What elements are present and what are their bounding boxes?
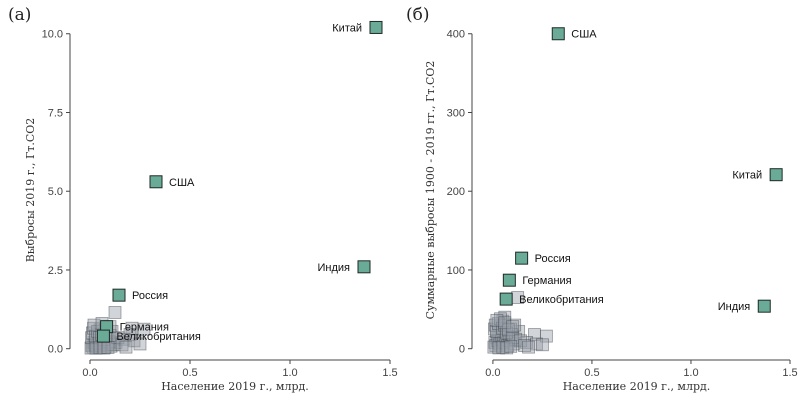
country-label: Индия	[718, 301, 751, 313]
country-label: Индия	[317, 262, 350, 274]
country-label: Россия	[132, 290, 168, 302]
other-country-point	[137, 322, 151, 336]
highlighted-country-point	[769, 168, 783, 182]
x-tick-label: 1.0	[683, 367, 698, 379]
panel-label: (а)	[8, 5, 31, 25]
other-country-point	[522, 340, 535, 354]
other-country-point	[506, 320, 520, 334]
x-axis-title: Население 2019 г., млрд.	[161, 380, 309, 393]
other-country-point	[536, 338, 549, 352]
y-tick-label: 400	[447, 29, 465, 41]
country-label: Германия	[120, 322, 169, 334]
highlighted-country-point	[502, 273, 516, 287]
other-country-point	[490, 313, 504, 327]
highlighted-country-point	[369, 20, 383, 34]
y-axis-title: Выбросы 2019 г., Гт.СО2	[24, 118, 37, 263]
country-label: США	[571, 29, 597, 41]
other-country-point	[518, 339, 531, 352]
other-country-point	[504, 339, 518, 353]
other-country-point	[115, 338, 129, 352]
highlighted-country-point	[357, 260, 371, 274]
highlighted-country-point	[515, 251, 529, 265]
y-tick-label: 10.0	[42, 29, 63, 41]
y-tick-label: 200	[447, 186, 465, 198]
panel-a: (а) 0.0 0.5 1.0 1.5 0.0 2.5 5.0 7.5 10.0 Население…	[8, 5, 398, 393]
other-country-point	[500, 341, 514, 355]
x-tick-label: 0.5	[584, 367, 599, 379]
country-label: Великобритания	[519, 294, 604, 306]
panel-b: (б) 0.0 0.5 1.0 1.5 0 100 200 300 400 Население 20…	[406, 5, 798, 393]
x-tick-label: 1.5	[782, 367, 797, 379]
y-tick-label: 300	[447, 107, 465, 119]
highlighted-country-point	[551, 27, 565, 41]
other-country-point	[101, 341, 115, 354]
country-label: США	[169, 177, 195, 189]
x-tick-label: 0.0	[485, 367, 500, 379]
highlighted-country-point	[96, 329, 110, 343]
highlighted-country-point	[112, 288, 126, 302]
y-tick-label: 2.5	[48, 265, 63, 277]
other-country-point	[108, 306, 122, 319]
x-tick-label: 1.5	[382, 367, 397, 379]
x-tick-label: 0.5	[182, 367, 197, 379]
y-tick-label: 7.5	[48, 107, 63, 119]
x-tick-label: 1.0	[282, 367, 297, 379]
other-country-point	[119, 340, 133, 354]
highlighted-country-point	[757, 299, 771, 313]
country-label: Германия	[522, 275, 571, 287]
country-label: Великобритания	[116, 331, 201, 343]
other-country-point	[87, 318, 101, 332]
other-country-point	[111, 331, 125, 345]
y-tick-label: 0	[459, 344, 465, 356]
other-country-point	[496, 340, 510, 354]
country-label: Россия	[535, 253, 571, 265]
country-label: Китай	[732, 170, 762, 182]
y-axis-title: Суммарные выбросы 1900 - 2019 гг., Гт.СО…	[424, 61, 437, 320]
other-country-point	[498, 316, 512, 330]
x-tick-label: 0.0	[82, 367, 97, 379]
y-tick-label: 0.0	[48, 344, 63, 356]
country-label: Китай	[332, 22, 362, 34]
highlighted-country-point	[149, 175, 163, 189]
highlighted-country-point	[499, 292, 513, 306]
x-axis-title: Население 2019 г., млрд.	[563, 380, 711, 393]
panel-label: (б)	[406, 5, 430, 25]
y-tick-label: 5.0	[48, 186, 63, 198]
y-tick-label: 100	[447, 265, 465, 277]
other-country-point	[133, 337, 147, 351]
